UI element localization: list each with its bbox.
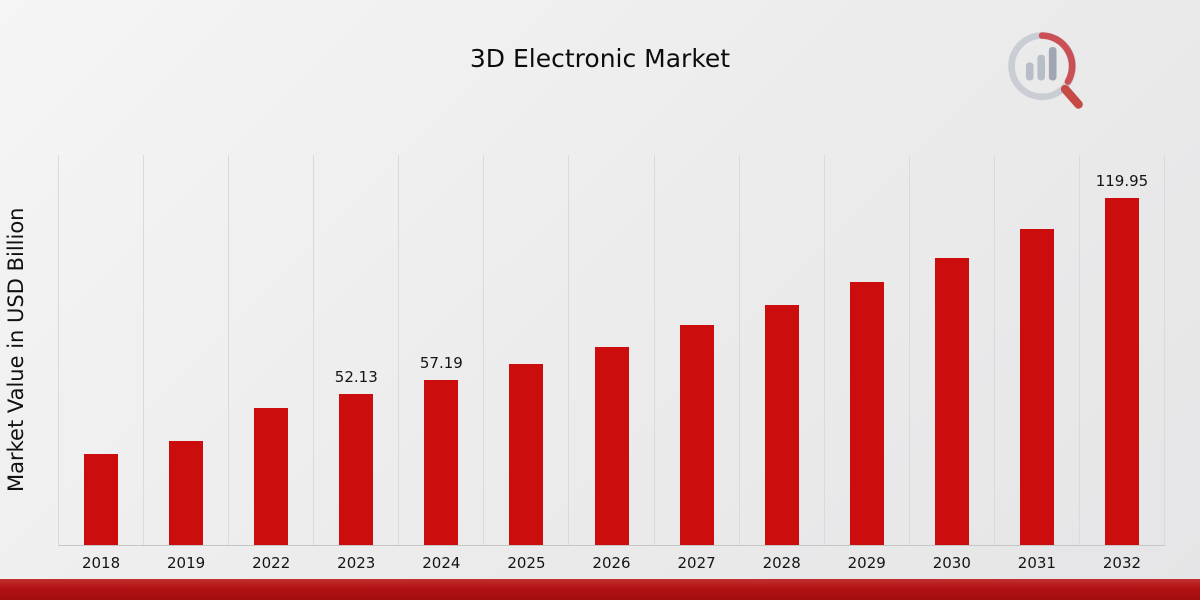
bar	[169, 441, 204, 545]
x-tick-label: 2023	[337, 554, 376, 572]
x-tick-label: 2027	[677, 554, 716, 572]
brand-logo-icon	[998, 26, 1094, 114]
bar	[84, 454, 119, 545]
footer-stripe	[0, 579, 1200, 600]
x-tick-label: 2028	[762, 554, 801, 572]
bar	[764, 305, 799, 545]
bar-group: 2026	[569, 155, 655, 572]
bar-group: 2027	[655, 155, 740, 572]
bar-value-label: 52.13	[334, 368, 378, 386]
x-tick-label: 2031	[1017, 554, 1056, 572]
bar-group: 2030	[910, 155, 995, 572]
bar-group: 57.19 2024	[399, 155, 485, 572]
x-tick-label: 2029	[847, 554, 886, 572]
bar	[849, 282, 884, 545]
x-tick-label: 2024	[422, 554, 461, 572]
bar-value-label: 57.19	[419, 354, 463, 372]
bar	[679, 325, 714, 545]
bar-group: 2025	[484, 155, 570, 572]
bar-group: 119.95 2032	[1080, 155, 1166, 572]
bar-group: 2019	[144, 155, 230, 572]
x-tick-label: 2032	[1102, 554, 1142, 572]
bar	[424, 380, 459, 545]
chart-title: 3D Electronic Market	[469, 44, 731, 73]
bar	[1104, 198, 1139, 545]
bar-group: 2029	[825, 155, 910, 572]
x-tick-label: 2022	[252, 554, 291, 572]
bar	[934, 258, 969, 545]
x-tick-label: 2018	[81, 554, 121, 572]
bar	[594, 347, 629, 545]
bar-group: 2022	[229, 155, 315, 572]
x-tick-label: 2030	[932, 554, 971, 572]
bar-group: 52.13 2023	[314, 155, 400, 572]
bar	[1019, 229, 1054, 545]
bar-chart: 2018 2019 2022 52.13 2023 57.19 2024 2025 2026 20…	[58, 155, 1166, 572]
bar-group: 2031	[995, 155, 1080, 572]
bar	[509, 364, 544, 545]
bar	[339, 394, 374, 545]
bar-group: 2028	[740, 155, 825, 572]
x-tick-label: 2026	[592, 554, 631, 572]
bar-value-label: 119.95	[1095, 172, 1149, 190]
y-axis-label: Market Value in USD Billion	[4, 207, 28, 493]
bar	[254, 408, 289, 545]
x-tick-label: 2019	[167, 554, 206, 572]
x-tick-label: 2025	[507, 554, 546, 572]
bar-group: 2018	[59, 155, 145, 572]
